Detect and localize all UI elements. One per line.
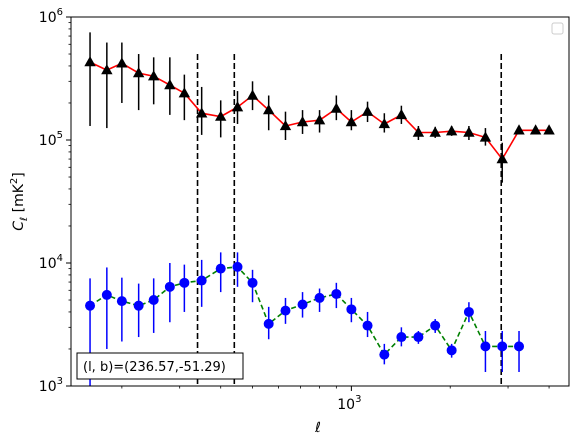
circle-marker [379, 349, 390, 360]
circle-marker [331, 288, 342, 299]
triangle-marker [412, 126, 425, 137]
triangle-marker [116, 57, 128, 68]
triangle-marker [262, 104, 275, 115]
triangle-marker [429, 126, 441, 137]
triangle-marker [496, 153, 508, 164]
circle-marker [446, 345, 457, 356]
triangle-marker [445, 125, 458, 136]
triangle-marker [543, 124, 555, 135]
annotation-text: (l, b)=(236.57,-51.29) [83, 360, 226, 375]
circle-marker [133, 300, 144, 311]
triangle-marker [529, 124, 542, 135]
circle-marker [263, 318, 274, 329]
annotation-box [76, 352, 244, 380]
circle-marker [215, 263, 226, 274]
triangle-marker [279, 119, 292, 131]
triangle-marker [195, 107, 208, 118]
circle-marker [116, 296, 127, 307]
triangle-marker [246, 89, 259, 100]
circle-marker [280, 305, 291, 316]
x-tick-label: 103 [337, 394, 361, 413]
circle-marker [497, 341, 508, 352]
triangle-marker [330, 102, 343, 113]
circle-marker [196, 275, 207, 286]
circle-marker [463, 306, 474, 317]
triangle-marker [84, 56, 96, 67]
plot-area [71, 17, 569, 386]
circle-marker [480, 341, 491, 352]
coordinate-annotation: (l, b)=(236.57,-51.29) [76, 352, 244, 380]
legend-box [551, 22, 564, 35]
circle-marker [430, 320, 441, 331]
circle-marker [514, 341, 525, 352]
triangle-marker [147, 70, 160, 81]
circle-marker [297, 299, 308, 310]
circle-marker [362, 320, 373, 331]
triangle-marker [313, 114, 326, 125]
circle-marker [179, 277, 190, 288]
circle-marker [164, 281, 175, 292]
circle-marker [148, 295, 159, 306]
circle-marker [85, 300, 96, 311]
triangle-marker [101, 64, 113, 75]
triangle-marker [164, 78, 176, 90]
plot-background [71, 17, 569, 386]
y-axis-label: Cℓ [mK2] [9, 172, 30, 231]
y-tick-label: 105 [39, 130, 63, 149]
triangle-marker [378, 117, 391, 129]
y-tick-label: 104 [39, 253, 63, 272]
series-1 [85, 252, 525, 386]
circle-marker [413, 332, 424, 343]
triangle-marker [296, 116, 309, 127]
triangle-marker [513, 124, 525, 135]
circle-marker [101, 289, 112, 300]
triangle-marker [231, 101, 244, 112]
y-tick-label: 106 [39, 7, 63, 26]
triangle-marker [463, 126, 475, 137]
circle-marker [346, 304, 357, 315]
plot-frame [70, 16, 570, 387]
triangle-marker [479, 131, 492, 142]
series-layer [84, 32, 555, 386]
triangle-marker [361, 105, 374, 116]
triangle-marker [178, 87, 191, 98]
y-tick-label: 103 [39, 376, 63, 395]
triangle-marker [215, 110, 227, 121]
triangle-marker [132, 67, 145, 78]
circle-marker [247, 277, 258, 288]
circle-marker [314, 292, 325, 303]
triangle-marker [345, 116, 358, 127]
series-0 [84, 32, 555, 183]
triangle-marker [395, 108, 408, 120]
circle-marker [232, 261, 243, 272]
x-axis-label: ℓ [314, 420, 321, 436]
axes-border [70, 16, 570, 387]
circle-marker [396, 332, 407, 343]
legend-empty-box [551, 22, 564, 35]
